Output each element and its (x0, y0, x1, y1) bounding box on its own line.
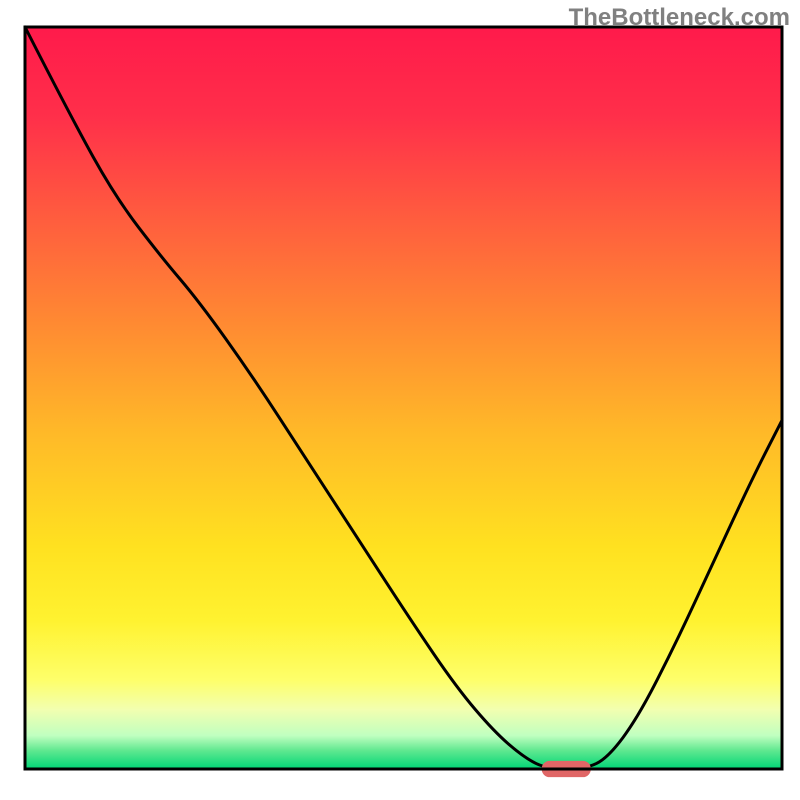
watermark-text: TheBottleneck.com (569, 4, 790, 32)
bottleneck-chart (0, 0, 800, 800)
chart-container: TheBottleneck.com (0, 0, 800, 800)
